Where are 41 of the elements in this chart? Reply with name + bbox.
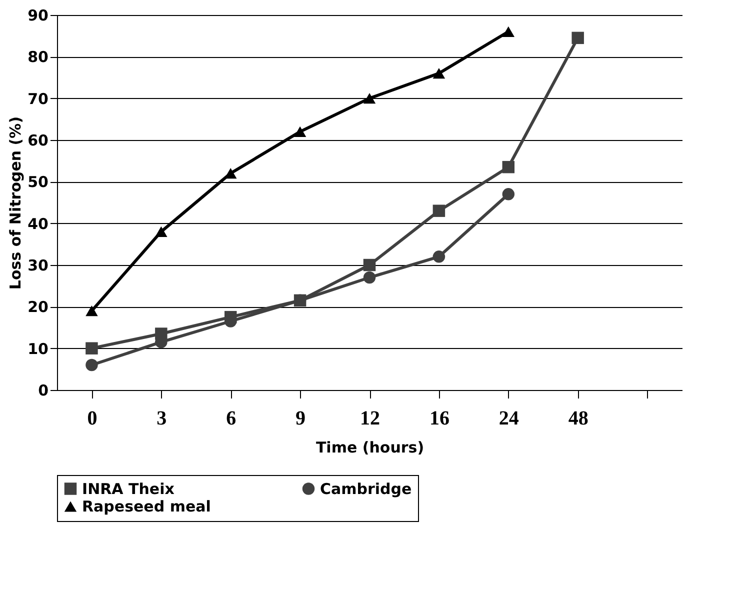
y-tick-label: 90 <box>28 6 48 24</box>
point <box>363 258 376 272</box>
x-tick-label: 0 <box>87 408 98 430</box>
point <box>432 68 446 79</box>
x-tick-label: 9 <box>296 408 306 430</box>
point <box>502 26 515 37</box>
y-axis-title: Loss of Nitrogen (%) <box>6 116 25 290</box>
y-tick-label: 30 <box>28 256 48 274</box>
y-tick-label: 70 <box>28 90 48 108</box>
point <box>502 188 515 200</box>
x-tick-label: 3 <box>156 408 167 430</box>
point <box>86 306 98 316</box>
y-tick-label: 40 <box>28 214 48 233</box>
x-tick-label: 12 <box>360 408 380 430</box>
point <box>294 294 306 307</box>
x-tick-label: 24 <box>498 408 519 430</box>
x-tick-label: 6 <box>226 408 236 430</box>
legend-label: INRA Theix <box>82 480 175 498</box>
y-tick-label: 50 <box>28 173 48 192</box>
point <box>294 126 306 137</box>
point <box>86 342 98 354</box>
legend-label: Rapeseed meal <box>82 498 211 516</box>
point <box>224 310 237 324</box>
x-axis-title: Time (hours) <box>316 438 424 456</box>
legend-label: Cambridge <box>320 480 412 498</box>
y-tick-label: 10 <box>28 340 48 358</box>
point <box>155 328 168 340</box>
y-tick-label: 80 <box>28 48 48 66</box>
x-tick-label: 16 <box>429 408 450 430</box>
y-tick-label: 60 <box>28 132 48 150</box>
point <box>363 93 376 104</box>
point <box>502 160 515 174</box>
x-tick-label: 48 <box>568 408 588 430</box>
point <box>572 32 584 44</box>
point <box>432 250 446 263</box>
point <box>363 271 376 284</box>
point <box>155 226 168 237</box>
point <box>86 358 98 372</box>
y-tick-label: 20 <box>28 298 48 316</box>
point <box>432 204 446 217</box>
y-tick-label: 0 <box>38 382 48 400</box>
